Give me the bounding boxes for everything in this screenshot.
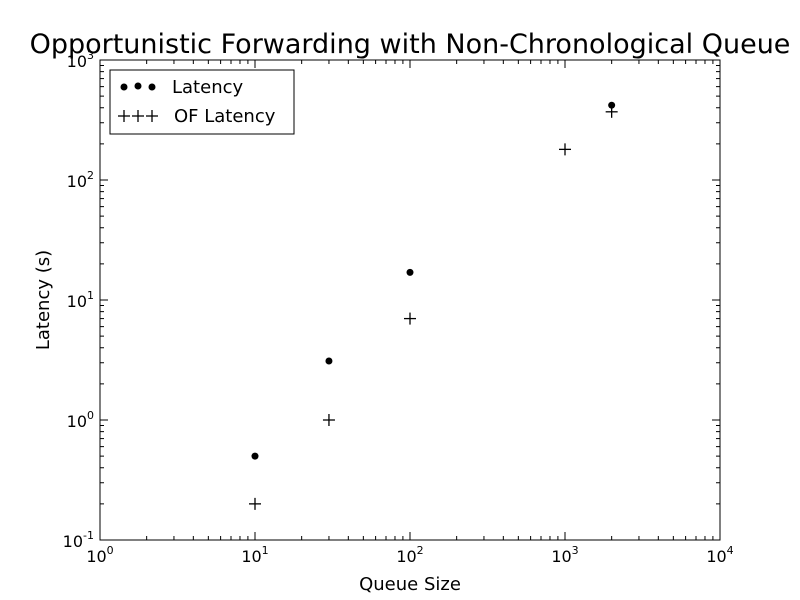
- y-axis-label: Latency (s): [33, 250, 54, 350]
- y-axis: 10-1 100 101 102 103: [63, 49, 720, 551]
- data-point-of-latency: [559, 143, 571, 156]
- data-point-latency: [325, 357, 333, 365]
- legend-markers: [118, 82, 158, 122]
- legend-marker-of-latency: [146, 110, 158, 122]
- legend-label-latency: Latency: [172, 77, 243, 98]
- legend-marker-of-latency: [118, 110, 130, 122]
- x-tick-label: 102: [396, 544, 423, 566]
- legend-marker-latency: [148, 83, 156, 91]
- data-point-of-latency: [249, 497, 261, 510]
- x-tick-label: 103: [551, 544, 578, 566]
- legend-marker-latency: [120, 83, 128, 91]
- legend-label-of-latency: OF Latency: [174, 106, 276, 127]
- y-tick-label: 102: [67, 169, 94, 191]
- y-tick-label: 10-1: [63, 529, 94, 551]
- y-tick-label: 100: [67, 409, 94, 431]
- data-points: [249, 101, 618, 510]
- data-point-latency: [251, 452, 259, 460]
- data-point-of-latency: [605, 105, 618, 118]
- x-axis-label: Queue Size: [359, 574, 461, 595]
- y-tick-label: 101: [67, 289, 94, 311]
- legend-marker-of-latency: [132, 110, 144, 122]
- data-point-of-latency: [404, 312, 416, 325]
- data-point-of-latency: [322, 414, 335, 426]
- x-axis: 100 101 102 103 104: [86, 60, 734, 566]
- y-tick-label: 103: [67, 49, 94, 71]
- x-tick-label: 104: [706, 544, 733, 566]
- data-point-latency: [608, 101, 616, 109]
- data-point-latency: [406, 268, 414, 276]
- x-tick-label: 101: [241, 544, 268, 566]
- legend: Latency OF Latency: [109, 69, 295, 135]
- x-tick-label: 100: [86, 544, 113, 566]
- legend-box: [109, 69, 295, 135]
- chart-title: Opportunistic Forwarding with Non-Chrono…: [30, 29, 791, 60]
- legend-marker-latency: [134, 82, 142, 90]
